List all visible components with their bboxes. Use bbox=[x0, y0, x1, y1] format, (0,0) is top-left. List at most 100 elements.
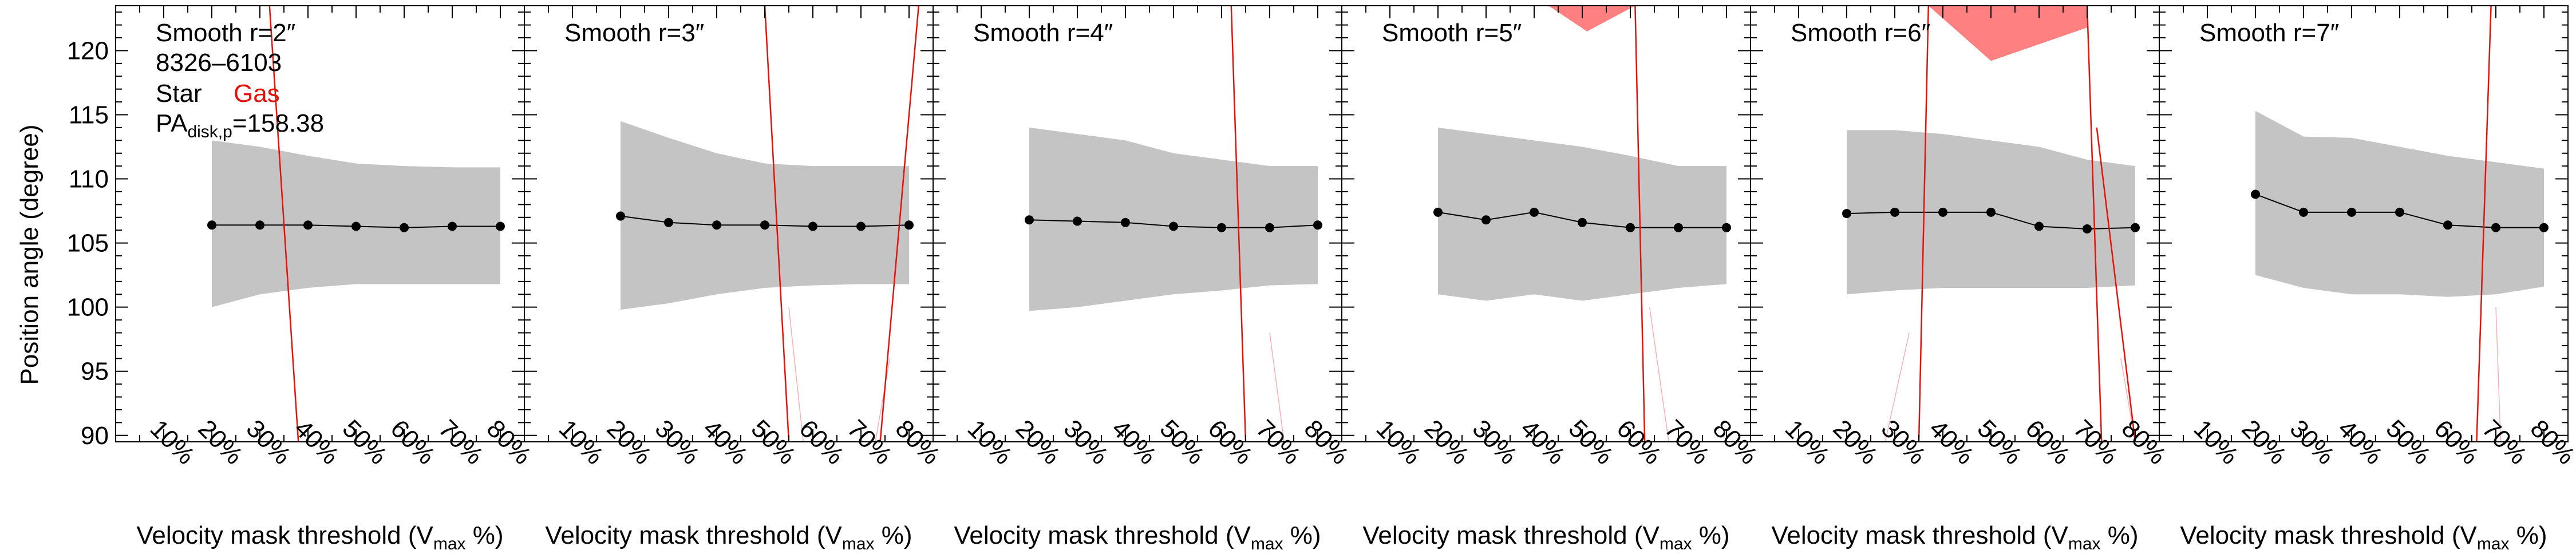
x-axis-label-tail: %) bbox=[466, 521, 504, 549]
data-point bbox=[1073, 216, 1082, 226]
x-tick-label: 60% bbox=[794, 414, 850, 470]
data-point bbox=[1674, 223, 1683, 232]
x-tick-label: 50% bbox=[2381, 414, 2436, 470]
data-point bbox=[1217, 223, 1226, 232]
x-tick-label: 60% bbox=[385, 414, 441, 470]
x-axis-label-sub: max bbox=[2477, 535, 2510, 553]
data-point bbox=[2251, 189, 2260, 199]
x-tick-label: 70% bbox=[1660, 414, 1715, 470]
legend-plateifu: 8326–6103 bbox=[156, 49, 282, 77]
x-tick-label: 50% bbox=[337, 414, 393, 470]
x-axis-label: Velocity mask threshold (Vmax %) bbox=[1362, 521, 1729, 553]
x-tick-label: 30% bbox=[241, 414, 297, 470]
x-tick-label: 70% bbox=[842, 414, 898, 470]
x-axis-label-tail: %) bbox=[2101, 521, 2139, 549]
data-point bbox=[2539, 223, 2549, 232]
data-point bbox=[2443, 220, 2452, 230]
data-point bbox=[1722, 223, 1731, 232]
x-tick-label: 30% bbox=[2285, 414, 2340, 470]
x-axis-label: Velocity mask threshold (Vmax %) bbox=[136, 521, 503, 553]
data-point bbox=[400, 223, 409, 232]
gas-faint-line bbox=[2495, 307, 2502, 442]
panel-3: 10%20%30%40%50%60%70%80%Smooth r=4″Veloc… bbox=[933, 5, 1354, 553]
data-point bbox=[2131, 223, 2140, 232]
panels: 909510010511011512010%20%30%40%50%60%70%… bbox=[67, 5, 2576, 553]
gas-faint-line bbox=[1884, 333, 1910, 442]
x-tick-label: 40% bbox=[1924, 414, 1980, 470]
uncertainty-band bbox=[621, 121, 909, 310]
gas-faint-line bbox=[788, 307, 804, 442]
gas-patch bbox=[1548, 6, 1635, 31]
legend-star: Star bbox=[156, 80, 202, 108]
data-point bbox=[255, 220, 264, 230]
legend-pa-main: PA bbox=[156, 109, 188, 137]
x-tick-label: 30% bbox=[1058, 414, 1114, 470]
panel-plot-area bbox=[1025, 6, 1322, 442]
data-point bbox=[664, 217, 673, 227]
panel-title: Smooth r=6″ bbox=[1791, 19, 1930, 47]
data-point bbox=[1842, 209, 1851, 219]
x-tick-label: 70% bbox=[2068, 414, 2124, 470]
x-axis-label-main: Velocity mask threshold (V bbox=[2180, 521, 2477, 549]
gas-line bbox=[1230, 6, 1247, 442]
panel-plot-area bbox=[1842, 6, 2140, 442]
data-point bbox=[808, 221, 817, 231]
x-axis-label-tail: %) bbox=[875, 521, 912, 549]
x-axis-label-tail: %) bbox=[1283, 521, 1321, 549]
x-tick-label: 50% bbox=[1972, 414, 2028, 470]
x-tick-label: 30% bbox=[1876, 414, 1931, 470]
y-axis-label: Position angle (degree) bbox=[15, 125, 44, 385]
data-point bbox=[1481, 215, 1491, 225]
data-point bbox=[2347, 207, 2356, 217]
x-tick-label: 10% bbox=[1371, 414, 1427, 470]
gas-faint-line bbox=[1649, 307, 1669, 442]
panel-5: 10%20%30%40%50%60%70%80%Smooth r=6″Veloc… bbox=[1750, 5, 2172, 553]
gas-faint-line bbox=[1269, 333, 1285, 442]
data-point bbox=[616, 211, 625, 221]
data-point bbox=[1169, 221, 1178, 231]
data-point bbox=[1578, 217, 1587, 227]
gas-line bbox=[2476, 6, 2492, 442]
data-point bbox=[1626, 223, 1635, 232]
panel-plot-area bbox=[616, 6, 920, 442]
x-axis-label: Velocity mask threshold (Vmax %) bbox=[545, 521, 912, 553]
x-tick-label: 60% bbox=[2429, 414, 2484, 470]
x-axis-label-sub: max bbox=[2068, 535, 2101, 553]
gas-patch bbox=[1928, 6, 2087, 61]
data-point bbox=[856, 221, 866, 231]
legend-pa: PAdisk,p=158.38 bbox=[156, 109, 324, 141]
x-axis-label-tail: %) bbox=[2510, 521, 2547, 549]
x-axis-label-sub: max bbox=[433, 535, 466, 553]
panel-6: 10%20%30%40%50%60%70%80%Smooth r=7″Veloc… bbox=[2159, 5, 2576, 553]
gas-line bbox=[879, 6, 920, 442]
data-point bbox=[2299, 207, 2308, 217]
data-point bbox=[496, 221, 505, 231]
y-tick-label: 115 bbox=[69, 101, 109, 129]
y-tick-label: 95 bbox=[81, 358, 109, 386]
x-axis-label-main: Velocity mask threshold (V bbox=[1362, 521, 1660, 549]
gas-line bbox=[764, 6, 790, 442]
gas-line bbox=[2086, 6, 2103, 442]
x-axis-label: Velocity mask threshold (Vmax %) bbox=[2180, 521, 2547, 553]
x-axis-label-main: Velocity mask threshold (V bbox=[954, 521, 1251, 549]
x-axis-label-sub: max bbox=[1660, 535, 1692, 553]
panel-plot-area bbox=[2251, 6, 2549, 442]
data-point bbox=[1313, 220, 1322, 230]
x-axis-label-tail: %) bbox=[1692, 521, 1730, 549]
x-tick-label: 70% bbox=[1251, 414, 1306, 470]
gas-line bbox=[268, 6, 299, 442]
x-tick-label: 20% bbox=[2237, 414, 2292, 470]
data-point bbox=[1530, 207, 1539, 217]
x-tick-label: 10% bbox=[1780, 414, 1835, 470]
data-point bbox=[1025, 215, 1034, 225]
data-point bbox=[1433, 207, 1443, 217]
data-point bbox=[1938, 207, 1947, 217]
uncertainty-band bbox=[1029, 127, 1318, 311]
panel-2: 10%20%30%40%50%60%70%80%Smooth r=3″Veloc… bbox=[524, 5, 946, 553]
x-tick-label: 60% bbox=[1203, 414, 1258, 470]
data-point bbox=[448, 221, 457, 231]
x-tick-label: 10% bbox=[962, 414, 1018, 470]
data-point bbox=[2491, 223, 2500, 232]
x-tick-label: 30% bbox=[1467, 414, 1523, 470]
